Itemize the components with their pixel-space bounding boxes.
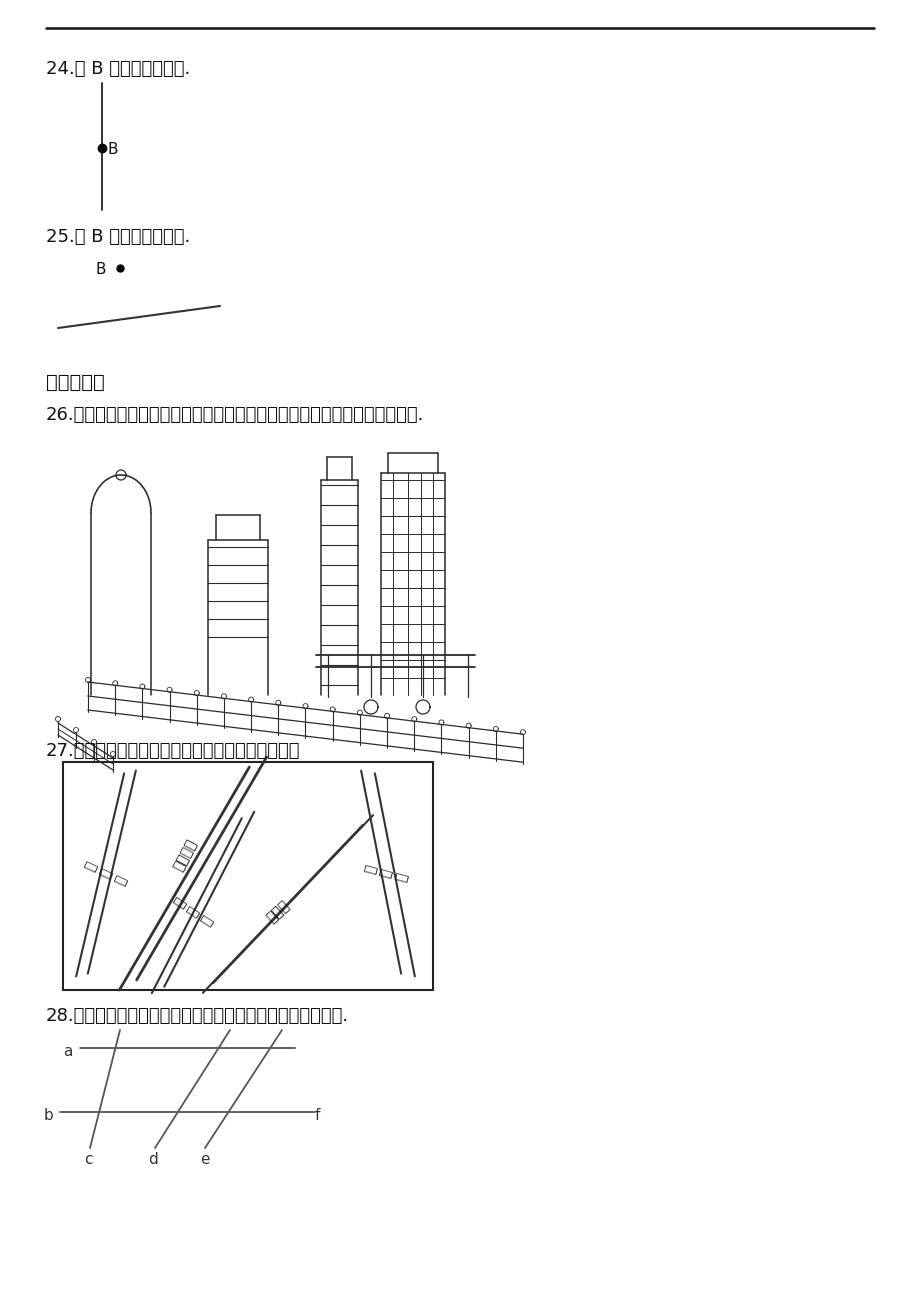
Text: 世纪大道: 世纪大道 (171, 837, 199, 874)
Text: a: a (62, 1044, 73, 1059)
Text: e: e (199, 1152, 210, 1167)
Text: 25.过 B 点画直线的垂线.: 25.过 B 点画直线的垂线. (46, 228, 190, 246)
Text: 江
苏
路: 江 苏 路 (362, 863, 409, 883)
Bar (62, 762, 433, 990)
Text: 四、解答题: 四、解答题 (46, 372, 105, 392)
Text: B: B (96, 262, 107, 277)
Text: B: B (108, 142, 119, 158)
Text: b: b (44, 1108, 53, 1124)
Text: d: d (148, 1152, 157, 1167)
Text: c: c (84, 1152, 93, 1167)
Text: 解
放
路: 解 放 路 (171, 896, 214, 928)
Text: 28.看一看下图中哪两条直线互相平行，哪两条直线互相垂直.: 28.看一看下图中哪两条直线互相平行，哪两条直线互相垂直. (46, 1006, 348, 1025)
Text: 青年路: 青年路 (264, 898, 291, 926)
Text: 26.在全民健身园地里，有一些体育器械．把互相垂直的两条线，用笔描出来.: 26.在全民健身园地里，有一些体育器械．把互相垂直的两条线，用笔描出来. (46, 406, 424, 424)
Text: 27.不用工具你能估计下面哪些街道是互相垂直的？: 27.不用工具你能估计下面哪些街道是互相垂直的？ (46, 742, 301, 760)
Text: 24.过 B 点画直线的垂线.: 24.过 B 点画直线的垂线. (46, 60, 190, 78)
Text: f: f (314, 1108, 320, 1124)
Text: 北
港
路: 北 港 路 (83, 859, 129, 887)
